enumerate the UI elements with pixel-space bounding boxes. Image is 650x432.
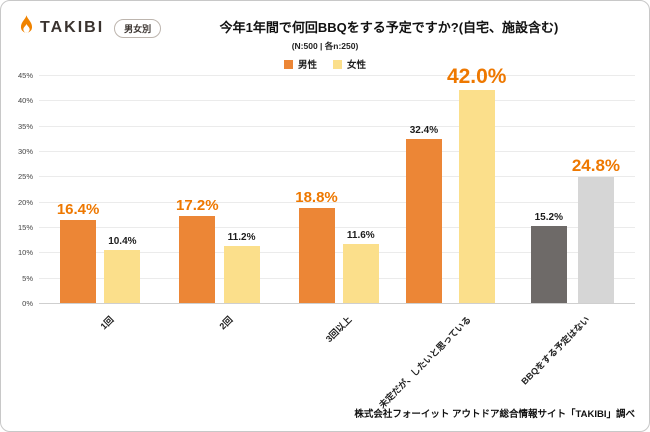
source-note: 株式会社フォーイット アウトドア総合情報サイト「TAKIBI」調べ xyxy=(354,409,635,420)
gridline xyxy=(39,151,635,152)
bar-column: 32.4% xyxy=(405,75,442,303)
bar-groups: 16.4% 10.4% 17.2% 11.2% 18.8% 11.6% 32.4% 42.0%… xyxy=(39,66,635,303)
takibi-logo: TAKIBI xyxy=(17,14,104,42)
legend-item: 男性 xyxy=(283,57,317,71)
gridline xyxy=(39,303,635,304)
y-axis-label: 25% xyxy=(17,172,33,182)
gridline xyxy=(39,227,635,228)
legend: 男性 女性 xyxy=(1,57,649,71)
bar-value-label: 17.2% xyxy=(176,196,219,214)
bar-group: 15.2% 24.8% xyxy=(516,75,635,303)
y-axis: 0% 5% 10% 15% 20% 25% 30% 35% 40% 45% xyxy=(7,71,35,308)
legend-swatch xyxy=(283,59,293,69)
bar-column: 17.2% xyxy=(176,75,219,303)
y-axis-label: 5% xyxy=(22,273,33,283)
y-axis-label: 20% xyxy=(17,197,33,207)
bar-group: 17.2% 11.2% xyxy=(158,75,277,303)
x-axis-cell: 2回 xyxy=(158,305,277,405)
legend-label: 女性 xyxy=(347,60,367,71)
gender-badge: 男女別 xyxy=(114,18,162,38)
brand-name: TAKIBI xyxy=(40,19,105,36)
flame-icon xyxy=(17,14,36,42)
bar-value-label: 15.2% xyxy=(534,212,563,223)
x-axis-cell: 1回 xyxy=(39,305,158,405)
gridline xyxy=(39,201,635,203)
x-axis-label: 1回 xyxy=(98,314,116,332)
plot-area: 16.4% 10.4% 17.2% 11.2% 18.8% 11.6% 32.4% 42.0%… xyxy=(39,66,635,304)
bar-女性-3回以上 xyxy=(342,244,379,303)
chart-title: 今年1年間で何回BBQをする予定ですか?(自宅、施設含む) xyxy=(219,20,559,35)
x-axis: 1回 2回 3回以上 未定だが、したいと思っている BBQをする予定はない xyxy=(39,305,635,410)
bar-column: 42.0% xyxy=(447,66,506,303)
bar-column: 10.4% xyxy=(104,75,141,303)
sample-size-note: (N:500 | 各n:250) xyxy=(291,41,359,51)
bar-男性-BBQをする予定はない xyxy=(530,226,567,303)
bar-value-label: 24.8% xyxy=(571,156,621,176)
y-axis-label: 30% xyxy=(17,147,33,156)
bar-男性-2回 xyxy=(179,215,216,303)
bar-value-label: 32.4% xyxy=(409,124,439,136)
legend-swatch xyxy=(333,59,342,69)
bar-column: 24.8% xyxy=(572,75,620,303)
legend-item: 女性 xyxy=(333,57,366,71)
x-axis-label: BBQをする予定はない xyxy=(519,314,592,387)
bar-value-label: 42.0% xyxy=(446,65,507,89)
header: TAKIBI 男女別 xyxy=(17,14,162,42)
y-axis-label: 45% xyxy=(17,71,33,80)
bar-column: 15.2% xyxy=(530,75,567,303)
x-axis-label: 3回以上 xyxy=(323,314,354,345)
gridline xyxy=(39,252,635,254)
bar-男性-3回以上 xyxy=(298,207,335,303)
bar-column: 18.8% xyxy=(295,75,338,303)
y-axis-label: 0% xyxy=(22,299,33,308)
bar-女性-2回 xyxy=(223,246,260,303)
bar-男性-1回 xyxy=(60,219,97,303)
bar-女性-未定だが、したいと思っている xyxy=(458,90,495,303)
gridline xyxy=(39,176,635,178)
y-axis-label: 15% xyxy=(17,223,33,232)
x-axis-cell: BBQをする予定はない xyxy=(516,305,635,405)
gridline xyxy=(39,277,635,279)
x-axis-label: 2回 xyxy=(217,314,235,332)
bar-value-label: 11.2% xyxy=(227,232,256,244)
y-axis-label: 35% xyxy=(17,121,33,131)
bar-group: 32.4% 42.0% xyxy=(397,66,516,303)
bar-column: 16.4% xyxy=(56,75,100,303)
bar-column: 11.2% xyxy=(223,75,260,303)
y-axis-label: 10% xyxy=(17,248,33,258)
y-axis-label: 40% xyxy=(17,96,33,106)
gridline xyxy=(39,100,635,102)
bar-value-label: 16.4% xyxy=(56,200,100,218)
x-axis-cell: 3回以上 xyxy=(277,305,396,405)
bar-group: 18.8% 11.6% xyxy=(277,75,396,303)
x-axis-cell: 未定だが、したいと思っている xyxy=(377,305,516,410)
bar-男性-未定だが、したいと思っている xyxy=(405,138,442,303)
gridline xyxy=(39,125,635,127)
bar-column: 11.6% xyxy=(342,75,379,303)
bar-value-label: 11.6% xyxy=(346,230,375,242)
bar-女性-BBQをする予定はない xyxy=(577,177,614,303)
bar-value-label: 18.8% xyxy=(295,188,338,206)
legend-label: 男性 xyxy=(297,60,317,71)
bar-value-label: 10.4% xyxy=(108,236,137,248)
gridline xyxy=(39,75,635,76)
bar-group: 16.4% 10.4% xyxy=(39,75,158,303)
bar-女性-1回 xyxy=(104,250,141,303)
